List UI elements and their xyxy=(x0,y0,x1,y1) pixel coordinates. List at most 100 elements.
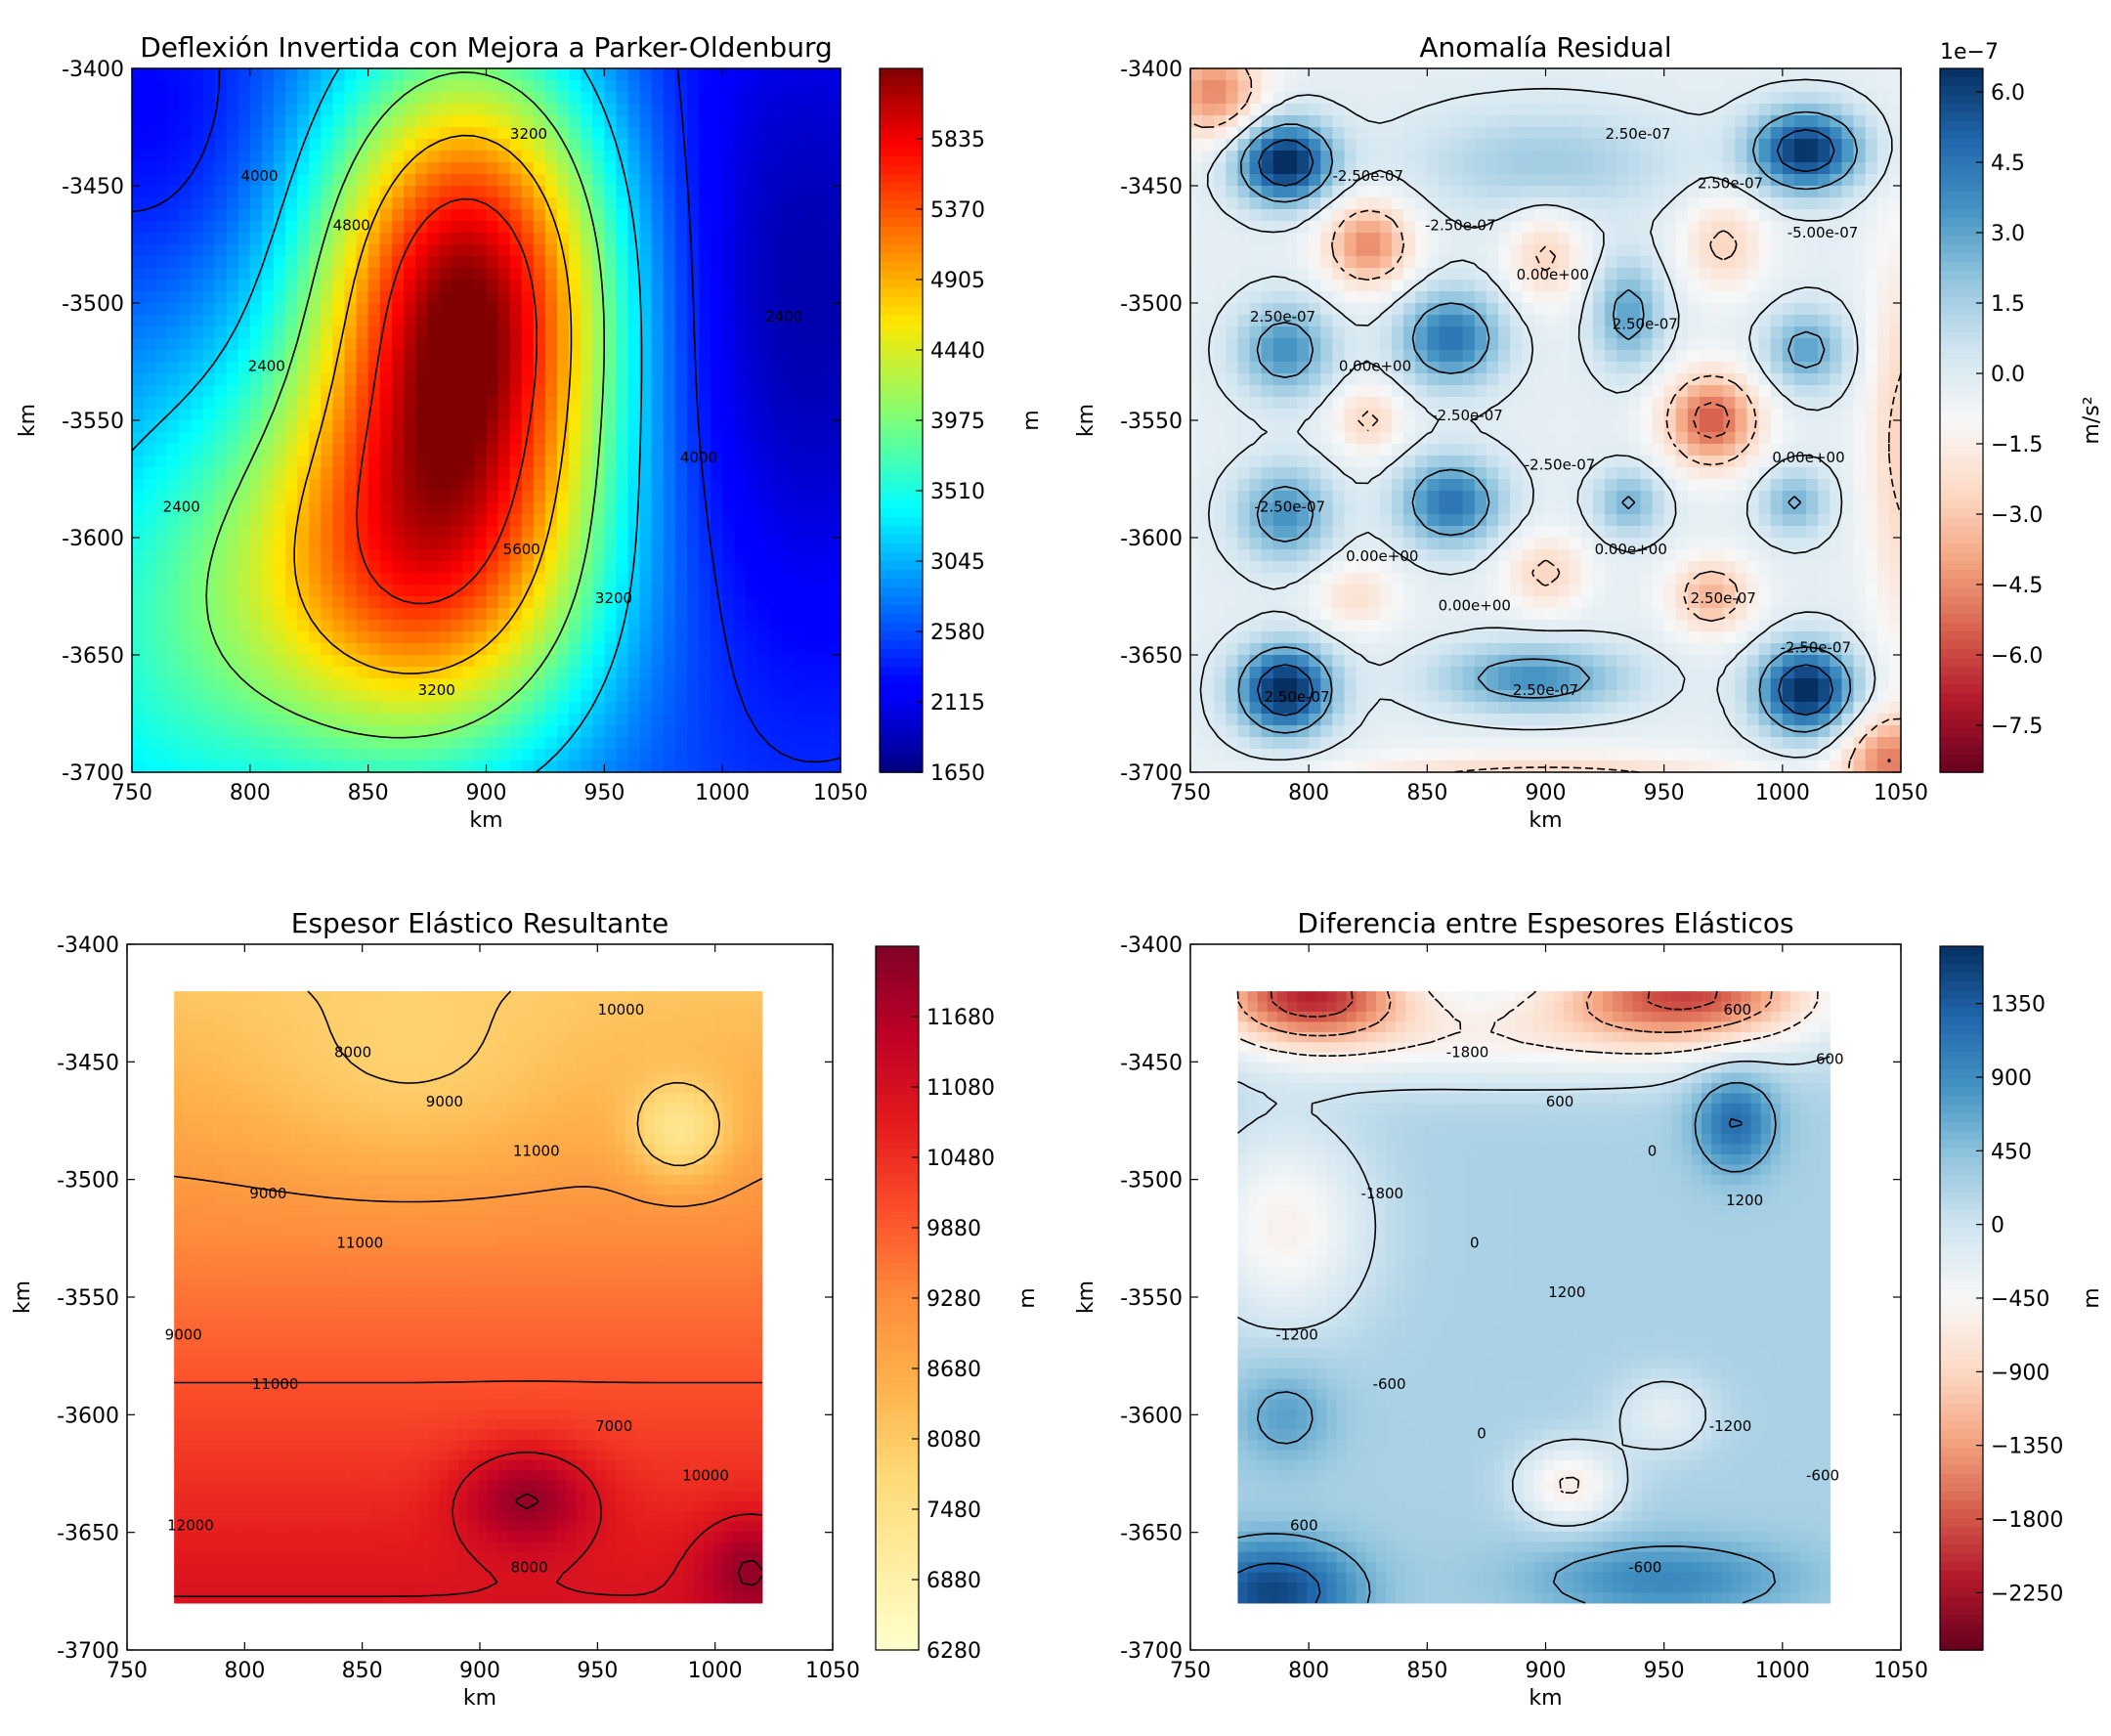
heatmap-cell xyxy=(285,596,298,609)
heatmap-cell xyxy=(663,725,676,738)
heatmap-cell xyxy=(1272,256,1286,269)
heatmap-cell xyxy=(226,608,239,621)
heatmap-cell xyxy=(497,432,511,445)
heatmap-cell xyxy=(674,291,688,304)
heatmap-cell xyxy=(497,385,511,398)
heatmap-cell xyxy=(427,631,440,644)
heatmap-cell xyxy=(309,350,322,363)
colorbar-segment xyxy=(880,306,923,316)
heatmap-cell xyxy=(261,291,275,304)
heatmap-cell xyxy=(344,749,358,761)
heatmap-cell xyxy=(746,151,759,163)
heatmap-cell xyxy=(1284,115,1298,128)
heatmap-cell xyxy=(651,115,665,128)
heatmap-cell xyxy=(557,256,570,269)
heatmap-cell xyxy=(722,373,735,386)
heatmap-cell xyxy=(451,280,463,292)
heatmap-cell xyxy=(627,631,641,644)
heatmap-cell xyxy=(1782,268,1795,281)
heatmap-cell xyxy=(639,127,653,140)
heatmap-cell xyxy=(616,573,629,586)
heatmap-cell xyxy=(804,549,818,562)
heatmap-cell xyxy=(781,491,795,503)
heatmap-cell xyxy=(274,326,286,339)
heatmap-cell xyxy=(474,620,488,632)
heatmap-cell xyxy=(734,420,747,433)
heatmap-cell xyxy=(1415,233,1428,245)
heatmap-cell xyxy=(734,233,747,245)
heatmap-cell xyxy=(1474,244,1487,257)
heatmap-cell xyxy=(1498,186,1511,198)
heatmap-cell xyxy=(474,233,488,245)
heatmap-cell xyxy=(1474,174,1487,187)
heatmap-cell xyxy=(816,549,830,562)
heatmap-cell xyxy=(367,749,381,761)
heatmap-cell xyxy=(627,702,641,715)
heatmap-cell xyxy=(746,139,759,152)
heatmap-cell xyxy=(309,315,322,327)
colorbar-segment xyxy=(880,86,923,96)
heatmap-cell xyxy=(686,80,700,93)
heatmap-cell xyxy=(344,139,358,152)
heatmap-cell xyxy=(1806,162,1819,175)
heatmap-cell xyxy=(1865,174,1878,187)
heatmap-cell xyxy=(699,397,711,410)
heatmap-cell xyxy=(427,432,440,445)
heatmap-cell xyxy=(462,80,476,93)
heatmap-cell xyxy=(427,444,440,456)
heatmap-cell xyxy=(391,409,405,421)
heatmap-cell xyxy=(1272,186,1286,198)
heatmap-cell xyxy=(297,725,310,738)
heatmap-cell xyxy=(1214,162,1227,175)
heatmap-cell xyxy=(604,233,618,245)
heatmap-cell xyxy=(734,104,747,116)
heatmap-cell xyxy=(415,326,428,339)
heatmap-cell xyxy=(1190,291,1203,304)
heatmap-cell xyxy=(1592,68,1606,81)
heatmap-cell xyxy=(746,197,759,210)
heatmap-cell xyxy=(569,678,582,691)
heatmap-cell xyxy=(686,655,700,668)
heatmap-cell xyxy=(592,385,605,398)
heatmap-cell xyxy=(734,432,747,445)
heatmap-cell xyxy=(699,209,711,222)
heatmap-cell xyxy=(674,444,688,456)
heatmap-cell xyxy=(1865,280,1878,292)
heatmap-cell xyxy=(663,667,676,679)
heatmap-cell xyxy=(427,749,440,761)
heatmap-cell xyxy=(179,268,193,281)
heatmap-cell xyxy=(1830,186,1843,198)
heatmap-cell xyxy=(509,655,523,668)
heatmap-cell xyxy=(249,432,263,445)
heatmap-cell xyxy=(663,620,676,632)
heatmap-cell xyxy=(332,479,346,492)
heatmap-cell xyxy=(167,186,180,198)
heatmap-cell xyxy=(1356,127,1369,140)
heatmap-cell xyxy=(1865,80,1878,93)
heatmap-cell xyxy=(627,655,641,668)
heatmap-cell xyxy=(1320,268,1333,281)
heatmap-cell xyxy=(249,174,263,187)
heatmap-cell xyxy=(663,456,676,468)
heatmap-cell xyxy=(191,385,204,398)
heatmap-cell xyxy=(1272,68,1286,81)
heatmap-cell xyxy=(1640,104,1654,116)
heatmap-cell xyxy=(1758,291,1772,304)
heatmap-cell xyxy=(1202,209,1215,222)
heatmap-cell xyxy=(391,702,405,715)
heatmap-cell xyxy=(663,760,676,773)
heatmap-cell xyxy=(309,561,322,574)
heatmap-cell xyxy=(1616,197,1629,210)
heatmap-cell xyxy=(1616,244,1629,257)
heatmap-cell xyxy=(746,702,759,715)
heatmap-cell xyxy=(828,620,841,632)
heatmap-cell xyxy=(167,491,180,503)
heatmap-cell xyxy=(462,690,476,703)
heatmap-cell xyxy=(1830,68,1843,81)
heatmap-cell xyxy=(214,760,228,773)
colorbar-segment xyxy=(880,148,923,157)
heatmap-cell xyxy=(1272,162,1286,175)
heatmap-cell xyxy=(1640,174,1654,187)
heatmap-cell xyxy=(746,409,759,421)
heatmap-cell xyxy=(604,561,618,574)
